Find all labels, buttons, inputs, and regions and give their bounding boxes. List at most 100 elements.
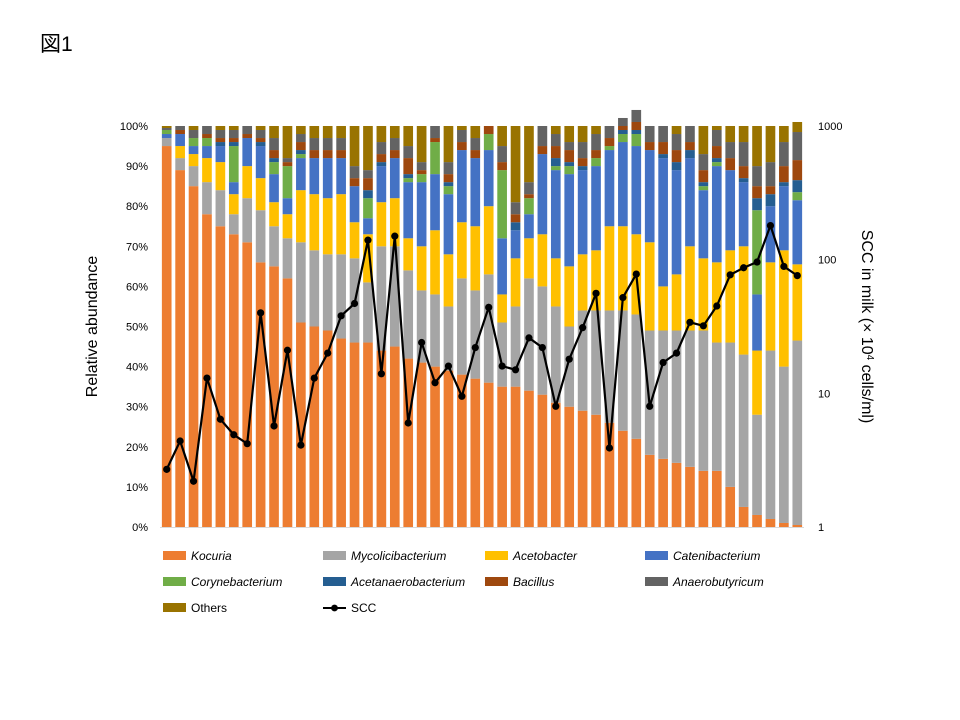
bar-segment — [550, 158, 561, 167]
bar-segment — [322, 330, 333, 527]
bar-segment — [470, 226, 481, 291]
bar-segment — [457, 130, 467, 143]
bar-segment — [752, 166, 762, 187]
bar-segment — [255, 126, 266, 131]
bar-segment — [215, 138, 226, 143]
bar-segment — [591, 414, 601, 527]
scc-point — [579, 324, 587, 332]
bar-segment — [470, 158, 481, 227]
bar-segment — [416, 174, 427, 183]
bar-segment — [202, 134, 212, 139]
scc-point — [324, 349, 332, 357]
bar-segment — [550, 306, 561, 403]
bar-segment — [389, 150, 400, 159]
scc-point — [418, 338, 426, 347]
bar-segment — [296, 190, 306, 243]
bar-segment — [537, 154, 548, 235]
legend-label: Bacillus — [513, 575, 554, 589]
bar-segment — [389, 138, 400, 151]
bar-segment — [524, 390, 534, 527]
bar-segment — [631, 109, 642, 122]
bar-segment — [550, 258, 561, 307]
bar-segment — [591, 166, 601, 251]
bar-segment — [363, 342, 373, 527]
bar-segment — [175, 170, 185, 528]
bar-segment — [564, 166, 575, 175]
bar-segment — [242, 126, 253, 135]
bar-segment — [322, 126, 333, 139]
bar-segment — [550, 166, 561, 171]
bar-segment — [255, 138, 266, 143]
scc-point — [391, 232, 399, 240]
scc-point — [753, 258, 761, 266]
bar-segment — [161, 134, 172, 139]
bar-segment — [591, 134, 601, 151]
bar-segment — [524, 126, 534, 183]
y-tick-label: 10% — [126, 482, 148, 494]
bar-segment — [510, 230, 521, 259]
bar-segment — [349, 178, 360, 187]
bar-segment — [376, 166, 387, 203]
bar-segment — [309, 126, 320, 139]
bar-segment — [658, 158, 668, 287]
bar-segment — [644, 242, 655, 331]
legend-label: Mycolicibacterium — [351, 549, 446, 563]
legend-label: SCC — [351, 601, 377, 615]
bar-segment — [725, 142, 736, 159]
bar-segment — [725, 486, 736, 527]
scc-point — [659, 358, 667, 367]
y-tick-label: 40% — [126, 362, 148, 374]
bar-segment — [550, 170, 561, 259]
bar-segment — [631, 438, 642, 527]
bar-segment — [537, 126, 548, 147]
bar-segment — [792, 524, 803, 527]
bar-segment — [779, 366, 789, 523]
bar-segment — [416, 126, 427, 163]
scc-point — [176, 437, 184, 445]
legend-swatch — [323, 551, 346, 560]
bar-segment — [202, 146, 212, 159]
y-tick-label: 0% — [132, 522, 148, 534]
bar-segment — [282, 214, 293, 239]
bar-segment — [363, 198, 373, 219]
bar-segment — [376, 350, 387, 527]
bar-segment — [457, 126, 467, 131]
bar-segment — [577, 310, 588, 411]
bar-segment — [497, 162, 507, 171]
bar-segment — [363, 126, 373, 171]
bar-segment — [389, 126, 400, 139]
figure-label: 図1 — [40, 33, 73, 56]
bar-segment — [779, 126, 789, 143]
bar-segment — [671, 330, 682, 463]
scc-point — [458, 392, 466, 400]
bar-segment — [685, 466, 695, 527]
bar-segment — [604, 138, 615, 147]
bar-segment — [631, 121, 642, 131]
bar-segment — [497, 146, 507, 163]
bar-segment — [524, 198, 534, 215]
bar-segment — [497, 238, 507, 295]
bar-segment — [577, 158, 588, 167]
bar-segment — [510, 306, 521, 387]
bar-segment — [376, 142, 387, 155]
bar-segment — [644, 454, 655, 527]
bar-segment — [363, 282, 373, 343]
scc-point — [552, 402, 560, 410]
bar-segment — [175, 126, 185, 131]
bar-segment — [510, 202, 521, 215]
legend-label: Kocuria — [191, 549, 232, 563]
bar-segment — [470, 150, 481, 159]
scc-point — [485, 303, 493, 311]
scc-point — [257, 309, 265, 317]
legend-label: Corynebacterium — [191, 575, 282, 589]
y-tick-label: 50% — [126, 322, 148, 334]
bar-segment — [349, 186, 360, 223]
bar-segment — [752, 414, 762, 515]
bar-segment — [215, 130, 226, 139]
bar-segment — [403, 358, 414, 527]
scc-point — [337, 312, 345, 320]
bar-segment — [349, 222, 360, 259]
bar-segment — [296, 158, 306, 191]
y2-tick-label: 100 — [818, 255, 836, 267]
bar-segment — [363, 178, 373, 191]
